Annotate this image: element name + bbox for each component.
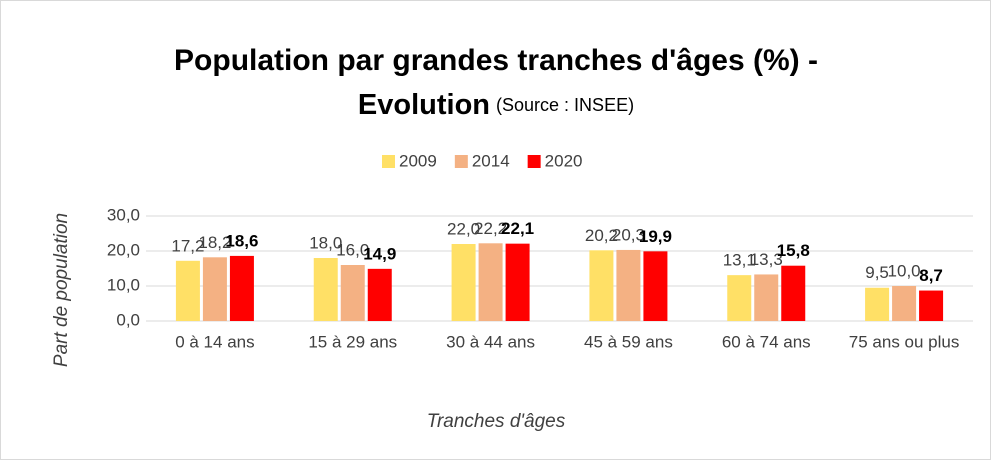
legend-swatch [454, 155, 468, 168]
data-label: 20,2 [585, 226, 618, 245]
data-label: 13,3 [750, 250, 783, 269]
data-label: 18,6 [225, 231, 258, 250]
bar [367, 268, 392, 321]
legend-swatch [382, 155, 395, 168]
title-source: (Source : INSEE) [496, 95, 634, 115]
x-tick-label: 15 à 29 ans [308, 332, 397, 351]
y-tick-label: 30,0 [107, 205, 140, 224]
data-label: 16,0 [336, 240, 369, 259]
x-axis-title: Tranches d'âges [427, 411, 566, 432]
bar [643, 251, 668, 321]
y-tick-label: 10,0 [107, 275, 140, 294]
bar [340, 265, 365, 321]
bar [919, 290, 944, 321]
bar [865, 287, 890, 321]
x-tick-label: 0 à 14 ans [175, 332, 254, 351]
data-label: 19,9 [639, 227, 672, 246]
bar [451, 244, 476, 321]
bar [505, 243, 530, 321]
bar [892, 286, 917, 321]
bar [478, 243, 503, 321]
data-label: 18,2 [198, 233, 231, 252]
data-label: 10,0 [888, 261, 921, 280]
x-tick-label: 75 ans ou plus [849, 332, 960, 351]
legend-label: 2020 [545, 151, 583, 170]
chart-title-line2: Evolution (Source : INSEE) [358, 89, 634, 121]
x-tick-label: 60 à 74 ans [722, 332, 811, 351]
bar [313, 258, 338, 321]
bar [727, 275, 752, 321]
y-tick-label: 20,0 [107, 240, 140, 259]
bar [229, 255, 254, 321]
x-tick-label: 30 à 44 ans [446, 332, 535, 351]
data-label: 14,9 [363, 244, 396, 263]
legend-swatch [527, 155, 541, 168]
data-label: 18,0 [309, 233, 342, 252]
data-label: 15,8 [777, 241, 810, 260]
bar [781, 265, 806, 321]
data-label: 22,2 [474, 219, 507, 238]
chart-title: Population par grandes tranches d'âges (… [174, 44, 818, 77]
bar [616, 249, 641, 321]
y-tick-label: 0,0 [116, 310, 140, 329]
bar [175, 260, 200, 321]
title-evolution: Evolution [358, 89, 490, 121]
data-label: 13,1 [723, 251, 756, 270]
data-label: 20,3 [612, 225, 645, 244]
x-tick-label: 45 à 59 ans [584, 332, 673, 351]
legend-label: 2014 [472, 151, 510, 170]
bar [754, 274, 779, 321]
data-label: 8,7 [919, 266, 943, 285]
data-label: 22,1 [501, 219, 534, 238]
legend-label: 2009 [399, 151, 437, 170]
y-axis-title: Part de population [51, 213, 72, 367]
data-label: 17,2 [171, 236, 204, 255]
bar [589, 250, 614, 321]
data-label: 9,5 [865, 263, 889, 282]
data-label: 22,0 [447, 219, 480, 238]
bar [202, 257, 227, 321]
